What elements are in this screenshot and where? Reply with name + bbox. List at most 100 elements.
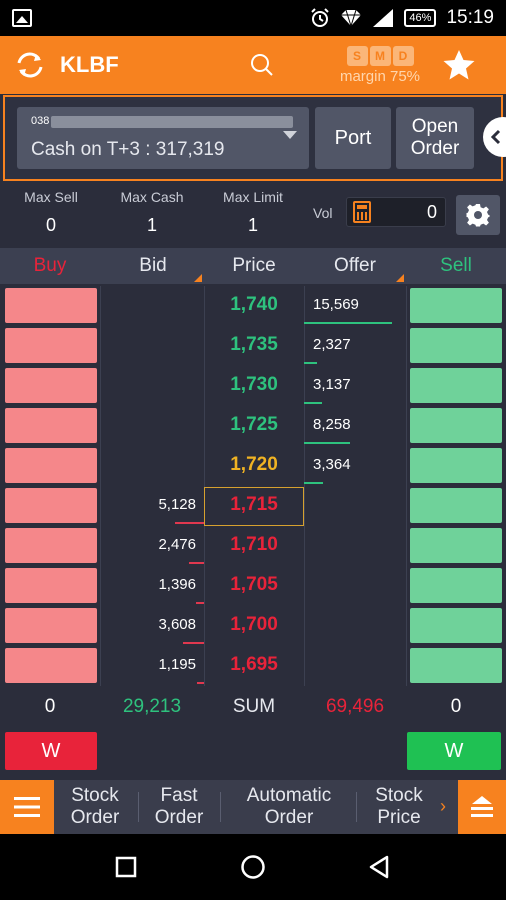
buy-at-price-button[interactable] [5,448,97,483]
withdraw-buy-button[interactable]: W [5,732,97,770]
price-cell[interactable]: 1,720 [204,446,304,486]
menu-stock-price[interactable]: Stock Price [362,785,436,829]
sell-at-price-button[interactable] [410,328,502,363]
cash-on-t3: Cash on T+3 : 317,319 [31,139,225,161]
sell-at-price-button[interactable] [410,288,502,323]
star-icon [442,49,476,81]
bid-cell[interactable] [100,286,204,326]
col-bid[interactable]: Bid [102,255,204,277]
bid-cell[interactable] [100,326,204,366]
price-cell[interactable]: 1,730 [204,366,304,406]
menu-separator [356,792,357,822]
offer-cell[interactable]: 3,364 [304,446,406,486]
bid-cell[interactable]: 5,128 [100,486,204,526]
price-cell[interactable]: 1,705 [204,566,304,606]
volume-input[interactable]: 0 [346,197,446,227]
panel-toggle-button[interactable] [483,117,506,157]
buy-at-price-button[interactable] [5,608,97,643]
offer-cell[interactable] [304,486,406,526]
bid-cell[interactable]: 2,476 [100,526,204,566]
price-cell[interactable]: 1,695 [204,646,304,686]
offer-cell[interactable] [304,646,406,686]
price-cell[interactable]: 1,740 [204,286,304,326]
gallery-notification-icon [12,9,32,27]
sell-at-price-button[interactable] [410,368,502,403]
search-button[interactable] [240,36,284,94]
menu-more-arrow-icon[interactable]: › [440,796,446,817]
order-book-row: 1,730 3,137 [0,366,506,406]
open-order-button[interactable]: Open Order [396,107,474,169]
back-button[interactable] [364,852,394,882]
main-menu-button[interactable] [0,780,54,834]
price-cell[interactable]: 1,725 [204,406,304,446]
max-cash: Max Cash 1 [102,189,202,236]
price-cell[interactable]: 1,710 [204,526,304,566]
menu-automatic-order[interactable]: Automatic Order [226,785,352,829]
sell-at-price-button[interactable] [410,448,502,483]
price-cell[interactable]: 1,735 [204,326,304,366]
offer-volume: 3,137 [313,376,351,393]
sell-at-price-button[interactable] [410,408,502,443]
sum-row: 0 29,213 SUM 69,496 0 [0,687,506,727]
vol-label: Vol [313,205,332,221]
buy-at-price-button[interactable] [5,288,97,323]
order-book-row: 1,720 3,364 [0,446,506,486]
menu-stock-order[interactable]: Stock Order [58,785,132,829]
offer-cell[interactable] [304,566,406,606]
port-button[interactable]: Port [315,107,391,169]
offer-cell[interactable]: 8,258 [304,406,406,446]
calculator-icon[interactable] [353,201,371,223]
bid-cell[interactable]: 1,195 [100,646,204,686]
bid-cell[interactable] [100,406,204,446]
offer-cell[interactable]: 3,137 [304,366,406,406]
home-button[interactable] [238,852,268,882]
settings-button[interactable] [456,195,500,235]
bottom-menu: Stock Order Fast Order Automatic Order S… [0,780,506,834]
offer-volume-bar [304,402,322,404]
favorite-button[interactable] [432,36,486,94]
refresh-button[interactable] [0,36,60,94]
chip-d[interactable]: D [393,46,414,66]
menu-expand-button[interactable] [458,780,506,834]
bid-cell[interactable] [100,366,204,406]
buy-at-price-button[interactable] [5,488,97,523]
price-cell[interactable]: 1,700 [204,606,304,646]
sell-at-price-button[interactable] [410,608,502,643]
menu-fast-order[interactable]: Fast Order [144,785,214,829]
sell-at-price-button[interactable] [410,488,502,523]
price-value: 1,725 [204,414,304,436]
offer-cell[interactable] [304,526,406,566]
col-offer[interactable]: Offer [304,255,406,277]
buy-at-price-button[interactable] [5,528,97,563]
hamburger-icon [14,796,40,818]
bid-volume: 1,195 [158,656,196,673]
offer-cell[interactable]: 15,569 [304,286,406,326]
order-book-header: Buy Bid Price Offer Sell [0,248,506,284]
chip-m[interactable]: M [370,46,391,66]
account-dropdown[interactable]: 038 Cash on T+3 : 317,319 [17,107,309,169]
withdraw-sell-button[interactable]: W [407,732,501,770]
sell-at-price-button[interactable] [410,528,502,563]
bid-cell[interactable] [100,446,204,486]
chip-s[interactable]: S [347,46,368,66]
order-book-row: 1,195 1,695 [0,646,506,686]
offer-volume-bar [304,362,317,364]
menu-automatic-order-line2: Order [265,807,314,828]
bid-cell[interactable]: 1,396 [100,566,204,606]
buy-at-price-button[interactable] [5,408,97,443]
stock-symbol[interactable]: KLBF [60,52,210,78]
buy-at-price-button[interactable] [5,648,97,683]
offer-volume: 15,569 [313,296,359,313]
bid-cell[interactable]: 3,608 [100,606,204,646]
back-icon [367,855,391,879]
withdraw-row: W W [0,728,506,776]
recents-button[interactable] [111,852,141,882]
market-type-selector[interactable]: S M D margin 75% [334,40,426,90]
buy-at-price-button[interactable] [5,568,97,603]
sell-at-price-button[interactable] [410,568,502,603]
sell-at-price-button[interactable] [410,648,502,683]
offer-cell[interactable]: 2,327 [304,326,406,366]
buy-at-price-button[interactable] [5,328,97,363]
offer-cell[interactable] [304,606,406,646]
buy-at-price-button[interactable] [5,368,97,403]
